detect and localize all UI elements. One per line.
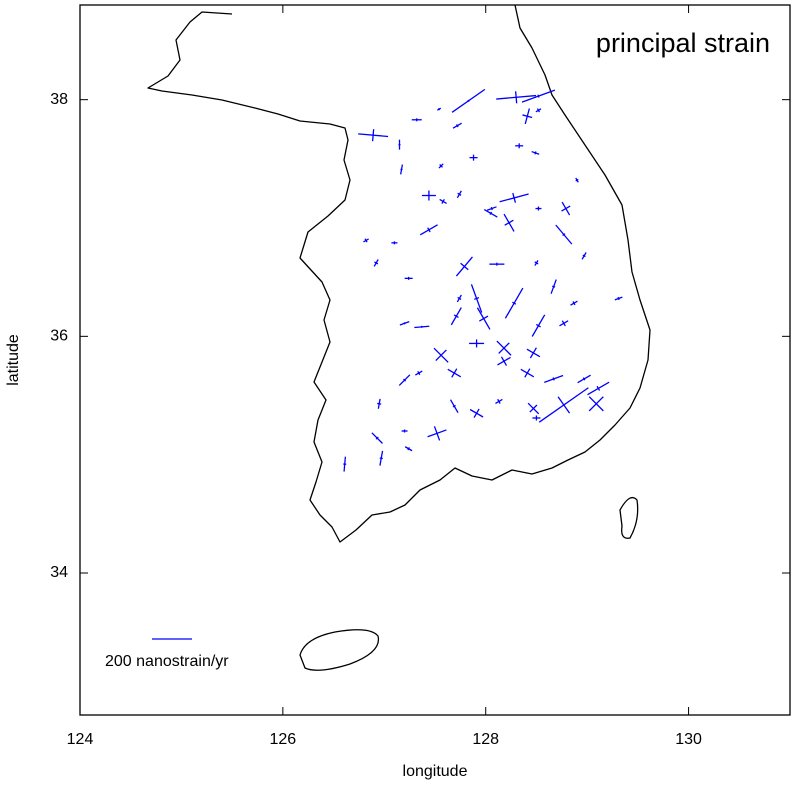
strain-axis-minor <box>439 164 443 168</box>
x-tick-label: 126 <box>270 731 297 748</box>
strain-axis-minor <box>552 377 555 381</box>
strain-axis-minor <box>417 370 421 376</box>
strain-axis-minor <box>534 261 539 265</box>
y-tick-label: 38 <box>50 91 68 108</box>
strain-axis-minor <box>489 211 493 215</box>
strain-axis-minor <box>617 296 620 301</box>
strain-axis-minor <box>452 404 456 408</box>
strain-axis-minor <box>457 296 462 301</box>
x-tick-label: 124 <box>67 731 94 748</box>
strain-axis-minor <box>561 320 566 327</box>
strain-axis-minor <box>588 396 604 412</box>
strain-axis-minor <box>377 402 382 405</box>
strain-axis-minor <box>582 377 586 381</box>
strain-axis-minor <box>451 368 458 378</box>
strain-axis-minor <box>552 285 556 288</box>
strain-axis-minor <box>498 342 510 354</box>
strain-axis-minor <box>435 349 447 362</box>
chart-title: principal strain <box>596 28 770 58</box>
strain-axis-minor <box>522 114 533 119</box>
strain-axis-minor <box>536 108 541 113</box>
strain-axis-minor <box>562 233 566 237</box>
strain-axis-minor <box>512 301 517 305</box>
x-tick-label: 130 <box>675 731 702 748</box>
strain-axis-minor <box>374 261 379 265</box>
strain-axis-minor <box>529 347 537 359</box>
strain-axis-minor <box>437 107 441 111</box>
jeju-island <box>299 629 380 671</box>
scale-label: 200 nanostrain/yr <box>105 653 229 670</box>
strain-axis-minor <box>457 192 462 196</box>
strain-axis-minor <box>379 457 383 460</box>
strain-axis-minor <box>561 205 571 212</box>
strain-axis-minor <box>500 356 508 366</box>
strain-axis-minor <box>572 301 576 306</box>
strain-axis-minor <box>460 262 469 271</box>
strain-axis-minor <box>512 192 517 203</box>
strain-axis-minor <box>474 297 480 300</box>
strain-axis-minor <box>537 94 540 98</box>
ulleung-island <box>619 496 639 539</box>
y-axis-label: latitude <box>5 334 22 386</box>
strain-axis-minor <box>371 129 375 142</box>
strain-axis-minor <box>456 124 459 128</box>
strain-axis-minor <box>453 314 459 319</box>
strain-axis-minor <box>403 378 407 382</box>
x-axis-label: longitude <box>403 763 468 780</box>
strain-axis-minor <box>490 206 493 211</box>
strain-axis-minor <box>473 408 480 418</box>
strain-axis-minor <box>433 426 441 441</box>
strain-axis-minor <box>575 178 579 182</box>
strain-axis-minor <box>596 385 601 391</box>
strain-axis-minor <box>407 447 410 451</box>
coastline <box>147 4 651 543</box>
strain-axis-minor <box>403 322 406 325</box>
strain-axis-minor <box>514 91 518 104</box>
x-tick-label: 128 <box>472 731 499 748</box>
strain-axis-minor <box>534 151 537 155</box>
strain-axis-minor <box>529 404 538 413</box>
plot-frame <box>79 4 791 716</box>
strain-axis-minor <box>504 219 514 226</box>
y-tick-label: 36 <box>50 328 68 345</box>
strain-axis-minor <box>364 238 368 243</box>
strain-axis-minor <box>557 396 571 414</box>
strain-axis-minor <box>535 323 541 328</box>
strain-axis-minor <box>524 368 531 378</box>
strain-axis-minor <box>375 436 379 440</box>
strain-axis-minor <box>427 227 431 233</box>
strain-axis-minor <box>479 315 489 322</box>
y-tick-label: 34 <box>50 564 68 581</box>
strain-axis-minor <box>467 99 470 103</box>
strain-axis-minor <box>582 254 586 258</box>
strain-axis-minor <box>497 398 501 404</box>
strain-axis-minor <box>441 198 445 204</box>
